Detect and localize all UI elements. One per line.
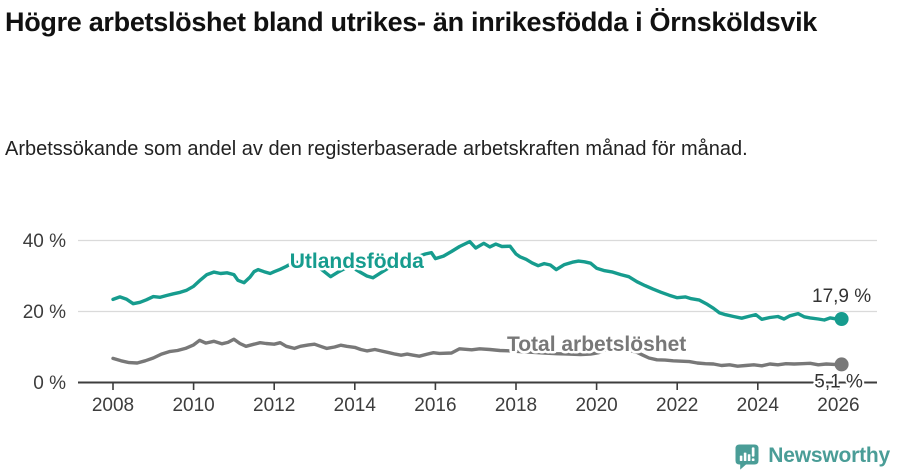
x-axis-label: 2008	[92, 395, 134, 416]
series-label-total: Total arbetslöshet	[507, 333, 686, 356]
x-axis-label: 2018	[495, 395, 537, 416]
series-label-utlandsfodda: Utlandsfödda	[290, 250, 424, 273]
series-line-total	[111, 337, 844, 368]
header: Högre arbetslöshet bland utrikes- än inr…	[5, 4, 845, 41]
x-axis-label: 2010	[172, 395, 214, 416]
end-value-utlandsfodda: 17,9 %	[812, 286, 871, 307]
x-axis-label: 2022	[656, 395, 698, 416]
series-end-dot-utlandsfodda	[834, 312, 849, 326]
newsworthy-logo[interactable]: Newsworthy	[733, 442, 890, 470]
end-value-total: 5,1 %	[814, 371, 863, 392]
chart-title: Högre arbetslöshet bland utrikes- än inr…	[5, 7, 818, 37]
y-axis-label: 0 %	[33, 373, 66, 394]
chart-svg: 0 % 20 % 40 % 2008 2010 2012 2014 2016 2018 2020 2…	[23, 231, 877, 416]
footer: Newsworthy	[733, 442, 890, 470]
series-end-dot-total	[834, 357, 849, 372]
y-axis-label: 40 %	[23, 231, 66, 252]
x-axis-label: 2016	[414, 395, 456, 416]
x-axis-label: 2024	[737, 395, 780, 416]
x-axis-label: 2026	[817, 395, 859, 416]
brand-name: Newsworthy	[768, 444, 890, 467]
x-axis-label: 2014	[334, 395, 377, 416]
x-axis-label: 2012	[253, 395, 295, 416]
newsworthy-icon	[733, 442, 761, 470]
series-line-utlandsfodda	[111, 239, 844, 322]
chart-area: 0 % 20 % 40 % 2008 2010 2012 2014 2016 2018 2020 2…	[0, 225, 900, 435]
y-axis-label: 20 %	[23, 302, 66, 323]
x-axis-label: 2020	[575, 395, 617, 416]
chart-subtitle: Arbetssökande som andel av den registerb…	[5, 138, 748, 160]
